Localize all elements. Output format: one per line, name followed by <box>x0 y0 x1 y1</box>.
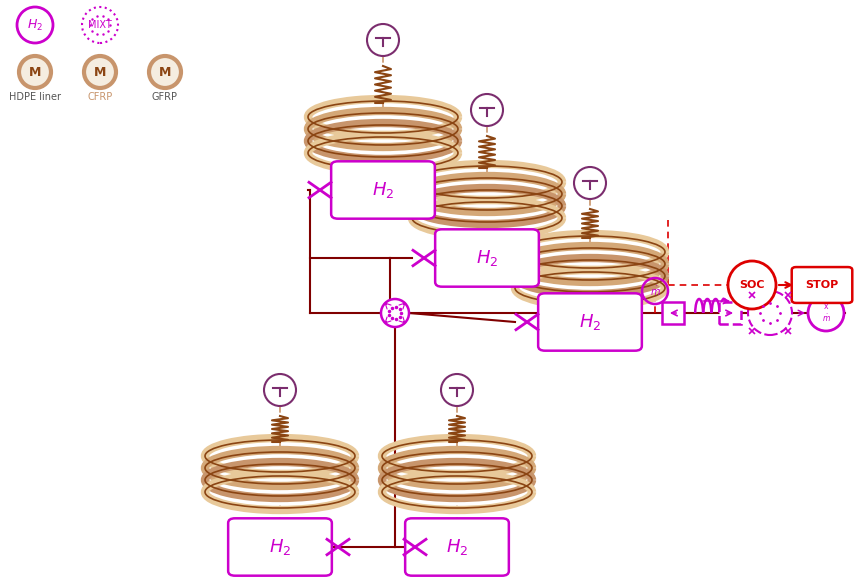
Ellipse shape <box>574 167 606 199</box>
FancyBboxPatch shape <box>229 518 332 575</box>
Text: $H_2$: $H_2$ <box>476 248 498 268</box>
FancyBboxPatch shape <box>405 518 508 575</box>
Text: STOP: STOP <box>805 280 839 290</box>
Bar <box>719 302 741 324</box>
FancyBboxPatch shape <box>792 267 853 303</box>
Ellipse shape <box>84 56 116 88</box>
Text: MIXT: MIXT <box>88 20 112 30</box>
FancyBboxPatch shape <box>331 161 435 219</box>
Text: GFRP: GFRP <box>152 92 178 102</box>
Text: x
$\dot{m}$: x $\dot{m}$ <box>822 302 830 325</box>
Bar <box>662 302 684 324</box>
Ellipse shape <box>264 374 296 406</box>
Text: $\dot{m}$: $\dot{m}$ <box>650 284 661 298</box>
FancyBboxPatch shape <box>435 229 538 287</box>
Ellipse shape <box>441 374 473 406</box>
Ellipse shape <box>149 56 181 88</box>
FancyBboxPatch shape <box>538 294 642 350</box>
Text: CFRP: CFRP <box>87 92 113 102</box>
Ellipse shape <box>381 299 409 327</box>
Ellipse shape <box>728 261 776 309</box>
Text: $H_2$: $H_2$ <box>372 180 394 200</box>
Text: M: M <box>159 66 171 79</box>
Text: $H_2$: $H_2$ <box>446 537 468 557</box>
Ellipse shape <box>367 24 399 56</box>
Text: SOC: SOC <box>740 280 764 290</box>
Ellipse shape <box>808 295 844 331</box>
Text: $H_2$: $H_2$ <box>269 537 291 557</box>
Ellipse shape <box>748 291 792 335</box>
Text: HDPE liner: HDPE liner <box>9 92 61 102</box>
Text: $H_2$: $H_2$ <box>579 312 601 332</box>
Text: M: M <box>94 66 106 79</box>
Ellipse shape <box>471 94 503 126</box>
Text: $H_2$: $H_2$ <box>27 18 43 33</box>
Ellipse shape <box>19 56 51 88</box>
Text: M: M <box>29 66 41 79</box>
